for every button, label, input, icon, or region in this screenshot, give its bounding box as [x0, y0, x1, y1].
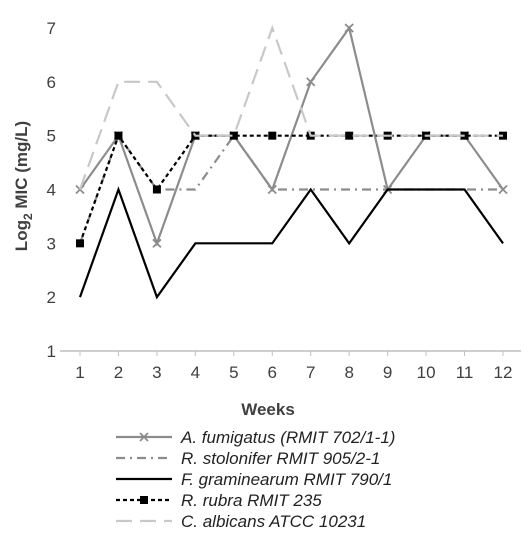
series-4 [78, 24, 503, 190]
x-axis-title: Weeks [241, 400, 295, 419]
y-tick-label: 1 [47, 342, 56, 361]
y-tick-label: 6 [47, 73, 56, 92]
y-tick-label: 5 [47, 127, 56, 146]
data-point [229, 131, 238, 140]
y-tick-label: 3 [47, 234, 56, 253]
legend-marker [140, 496, 148, 504]
y-tick-label: 2 [47, 288, 56, 307]
data-point [268, 131, 277, 140]
x-tick-label: 6 [268, 363, 277, 382]
data-point [152, 238, 162, 248]
legend-marker [139, 432, 149, 442]
legend-label: C. albicans ATCC 10231 [181, 512, 366, 531]
legend-entry: C. albicans ATCC 10231 [116, 512, 366, 531]
data-point [152, 185, 161, 194]
data-point [114, 131, 123, 140]
x-tick-label: 9 [383, 363, 392, 382]
x-tick-label: 7 [306, 363, 315, 382]
series-line [78, 186, 504, 300]
legend-entry: A. fumigatus (RMIT 702/1-1) [116, 428, 395, 447]
data-point [345, 131, 354, 140]
series-2 [78, 186, 504, 300]
x-tick-label: 2 [114, 363, 123, 382]
y-axis-title-subscript: 2 [21, 213, 35, 220]
y-tick-label: 4 [47, 181, 56, 200]
x-tick-label: 11 [456, 363, 474, 382]
x-tick-label: 5 [229, 363, 238, 382]
legend-entry: F. graminearum RMIT 790/1 [116, 470, 392, 489]
y-axis-title: Log2 MIC (mg/L) [12, 121, 35, 251]
x-tick-label: 4 [191, 363, 200, 382]
x-tick-labels: 1 2 3 4 5 6 7 8 9 10 11 12 [75, 351, 512, 382]
x-tick-label: 10 [417, 363, 436, 382]
legend-label: R. rubra RMIT 235 [181, 491, 322, 510]
legend-entry: R. stolonifer RMIT 905/2-1 [116, 449, 380, 468]
data-point [344, 23, 354, 33]
x-tick-label: 12 [494, 363, 513, 382]
y-axis-title-rest: MIC (mg/L) [12, 121, 31, 214]
y-tick-label: 7 [47, 19, 56, 38]
series-line [78, 24, 503, 190]
x-tick-label: 3 [152, 363, 161, 382]
data-point [76, 239, 84, 248]
y-axis-title-main: Log [12, 220, 31, 251]
legend-label: F. graminearum RMIT 790/1 [181, 470, 392, 489]
legend: A. fumigatus (RMIT 702/1-1) R. stolonifer… [116, 428, 395, 531]
x-tick-label: 8 [344, 363, 353, 382]
legend-label: A. fumigatus (RMIT 702/1-1) [180, 428, 395, 447]
legend-label: R. stolonifer RMIT 905/2-1 [181, 449, 380, 468]
y-tick-labels: 1 2 3 4 5 6 7 [47, 19, 56, 361]
series-lines [75, 23, 508, 300]
data-point [306, 77, 316, 87]
legend-entry: R. rubra RMIT 235 [116, 491, 322, 510]
x-tick-label: 1 [75, 363, 84, 382]
